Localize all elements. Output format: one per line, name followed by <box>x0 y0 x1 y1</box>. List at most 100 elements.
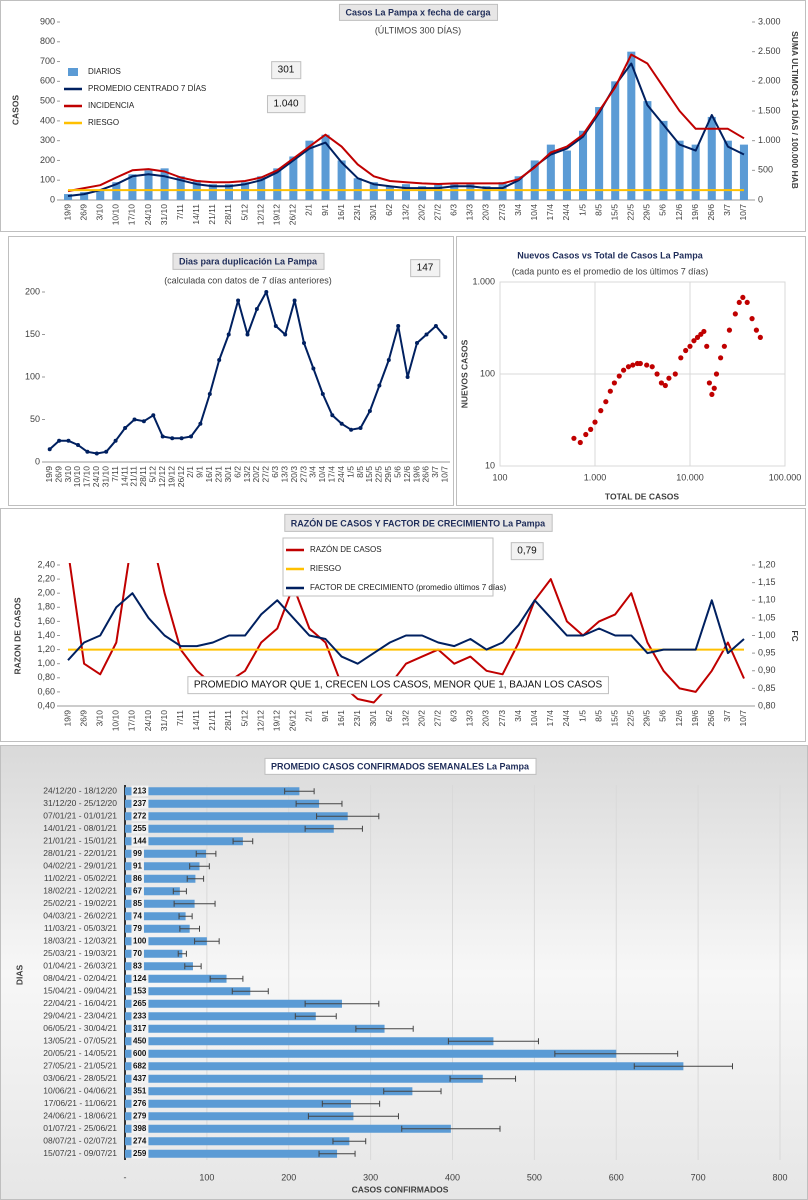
x-tick-label: 15/5 <box>609 710 619 727</box>
point <box>672 371 678 377</box>
value-label: 233 <box>133 1011 147 1020</box>
x-tick-label: 19/6 <box>690 710 700 727</box>
line <box>47 290 448 456</box>
label-box <box>172 252 325 270</box>
bar <box>125 1099 351 1108</box>
bar <box>125 874 196 883</box>
x-tick-label: 24/10 <box>91 466 101 488</box>
x-tick-label: 20/2 <box>416 710 426 727</box>
x-tick-label: 22/5 <box>626 710 636 727</box>
bar <box>125 1012 316 1021</box>
x-axis-title: CASOS CONFIRMADOS <box>352 1184 449 1194</box>
point <box>611 380 617 386</box>
x-tick-label: 10/4 <box>317 466 327 483</box>
x-tick-label: 3/10 <box>94 710 104 727</box>
y-tick-label: 28/01/21 - 22/01/21 <box>43 848 117 858</box>
value-label: 153 <box>133 986 147 995</box>
x-tick-label: 800 <box>772 1172 787 1182</box>
bar <box>125 1137 350 1146</box>
value-label: 99 <box>133 849 142 858</box>
legend-label: PROMEDIO CENTRADO 7 DÍAS <box>88 84 206 93</box>
x-tick-label: 27/2 <box>432 710 442 727</box>
point <box>757 334 763 340</box>
value-label: 276 <box>133 1099 147 1108</box>
point <box>694 334 701 340</box>
y-tick-label: 1,40 <box>37 630 55 640</box>
x-tick-label: 28/11 <box>138 466 148 487</box>
y-tick-label: 2,40 <box>37 559 55 569</box>
y-tick-label: 13/05/21 - 07/05/21 <box>43 1036 117 1046</box>
x-tick-label: 19/9 <box>62 710 72 727</box>
bar <box>125 912 186 921</box>
y2-tick-label: 0 <box>758 194 763 204</box>
label-box <box>410 259 441 278</box>
point <box>598 408 604 414</box>
point <box>649 364 655 370</box>
x-tick-label: 10/4 <box>529 204 539 221</box>
label-box <box>131 1010 149 1022</box>
x-tick-label: 14/11 <box>191 710 201 731</box>
y2-axis-title: SUMA ULTIMOS 14 DÍAS / 100.000 HAB <box>790 31 800 189</box>
value-label: 398 <box>133 1124 147 1133</box>
label-box <box>131 885 144 897</box>
x-tick-label: 10/4 <box>529 710 539 727</box>
value-label: 83 <box>133 961 142 970</box>
point <box>749 316 755 322</box>
y-tick-label: 100 <box>40 175 55 185</box>
x-tick-label: 3/7 <box>430 466 440 478</box>
point <box>588 426 594 432</box>
x-tick-label: 17/10 <box>82 466 92 488</box>
label-box <box>510 542 544 561</box>
x-tick-label: 3/7 <box>722 710 732 722</box>
chart-subtitle: (cada punto es el promedio de los último… <box>512 266 709 276</box>
point <box>637 360 643 367</box>
y-tick-label: 22/04/21 - 16/04/21 <box>43 998 117 1008</box>
y-tick-label: 0 <box>50 194 55 204</box>
x-tick-label: 100 <box>492 472 507 482</box>
x-tick-label: 5/6 <box>658 204 668 216</box>
label-box <box>131 860 144 872</box>
bar <box>562 150 571 200</box>
value-label: 437 <box>133 1074 147 1083</box>
bar <box>125 849 207 858</box>
x-tick-label: 27/2 <box>261 466 271 483</box>
x-tick-label: 29/5 <box>642 204 652 221</box>
annotation: 147 <box>417 263 434 274</box>
bar <box>64 194 73 200</box>
annotation: 1.040 <box>273 99 298 110</box>
x-tick-label: 24/4 <box>336 466 346 483</box>
y2-tick-label: 500 <box>758 165 773 175</box>
y2-tick-label: 0,90 <box>758 665 776 675</box>
label-box <box>131 848 144 859</box>
value-label: 67 <box>133 886 142 895</box>
bar <box>80 192 89 200</box>
line <box>67 62 745 197</box>
x-tick-label: 600 <box>609 1172 624 1182</box>
bar <box>305 140 314 200</box>
point <box>620 367 627 373</box>
x-tick-label: 8/5 <box>355 466 365 478</box>
value-label: 213 <box>133 786 147 795</box>
value-label: 274 <box>133 1136 147 1145</box>
x-tick-label: 31/10 <box>159 204 169 226</box>
x-tick-label: 13/3 <box>279 466 289 483</box>
point <box>704 343 710 349</box>
bar <box>125 924 190 933</box>
label-box <box>131 973 149 984</box>
legend-label: FACTOR DE CRECIMIENTO (promedio últimos … <box>310 583 507 592</box>
label-box <box>131 798 149 809</box>
y-tick-label: 0,40 <box>37 700 55 710</box>
bar <box>627 51 636 200</box>
x-tick-label: 24/10 <box>143 710 153 732</box>
bar <box>128 174 137 200</box>
x-tick-label: 14/11 <box>191 204 201 225</box>
bar <box>401 184 411 200</box>
bar <box>125 787 300 796</box>
x-tick-label: 5/12 <box>239 710 249 727</box>
x-tick-label: 200 <box>281 1172 296 1182</box>
label-box <box>131 1135 149 1147</box>
annotation: PROMEDIO MAYOR QUE 1, CRECEN LOS CASOS, … <box>194 680 603 691</box>
x-tick-label: 15/5 <box>609 204 619 221</box>
label-box <box>131 1148 149 1159</box>
